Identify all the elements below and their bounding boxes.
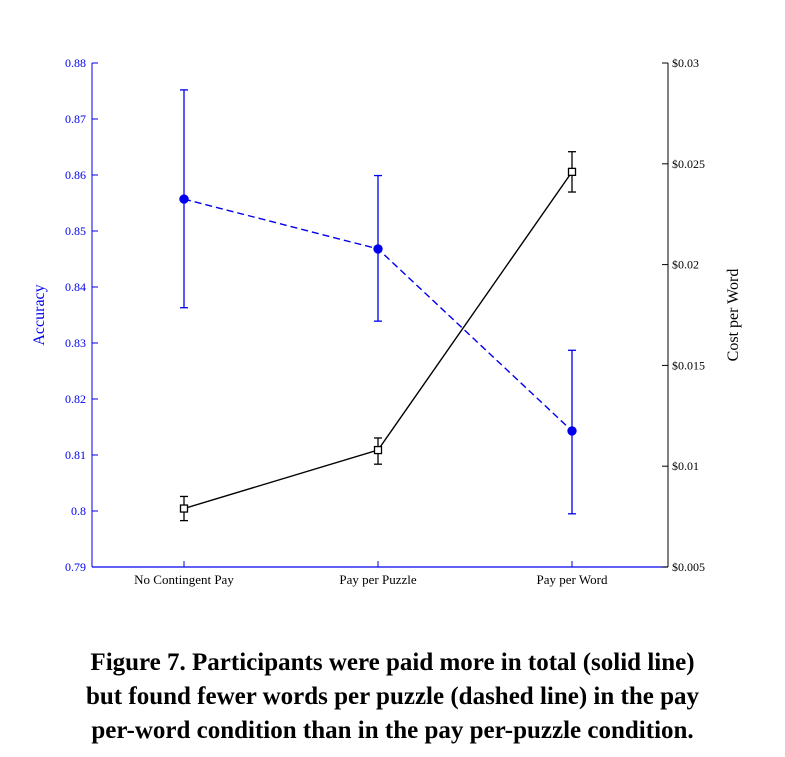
x-tick-label: Pay per Word [537,572,608,587]
left-tick-label: 0.79 [65,560,86,574]
right-tick-label: $0.025 [672,157,705,171]
series-2-point [373,445,383,455]
caption-line-2: but found fewer words per puzzle (dashed… [85,683,699,710]
chart-axes: 0.79 0.8 0.81 0.82 0.83 0.84 0.85 0.86 0.87 0.88 $… [31,56,742,587]
left-tick-label: 0.83 [65,336,86,350]
left-tick-label: 0.8 [71,504,86,518]
left-axis-title: Accuracy [31,284,48,345]
caption-line-3: per-word condition than in the pay per-p… [91,717,694,744]
series-2-point [179,504,189,513]
right-tick-label: $0.03 [672,56,699,70]
x-tick-label: Pay per Puzzle [339,572,416,587]
series-2-point [567,167,577,177]
right-tick-label: $0.02 [672,258,699,272]
figure-caption: Figure 7. Participants were paid more in… [0,646,785,748]
caption-line-1: Figure 7. Participants were paid more in… [90,649,695,676]
series-1-point [373,244,383,254]
series-1-point [179,194,189,204]
left-tick-label: 0.86 [65,168,86,182]
right-tick-label: $0.015 [672,358,705,372]
left-tick-label: 0.84 [65,280,86,294]
right-tick-label: $0.005 [672,560,705,574]
left-tick-label: 0.85 [65,224,86,238]
left-tick-label: 0.82 [65,392,86,406]
x-tick-label: No Contingent Pay [134,572,234,587]
right-axis-title: Cost per Word [725,269,742,362]
chart-plot-area [179,89,577,522]
left-tick-label: 0.81 [65,448,86,462]
series-1-point [567,426,577,436]
left-tick-label: 0.87 [65,112,86,126]
left-tick-label: 0.88 [65,56,86,70]
right-tick-label: $0.01 [672,459,699,473]
chart: 0.79 0.8 0.81 0.82 0.83 0.84 0.85 0.86 0.87 0.88 $… [31,56,742,587]
